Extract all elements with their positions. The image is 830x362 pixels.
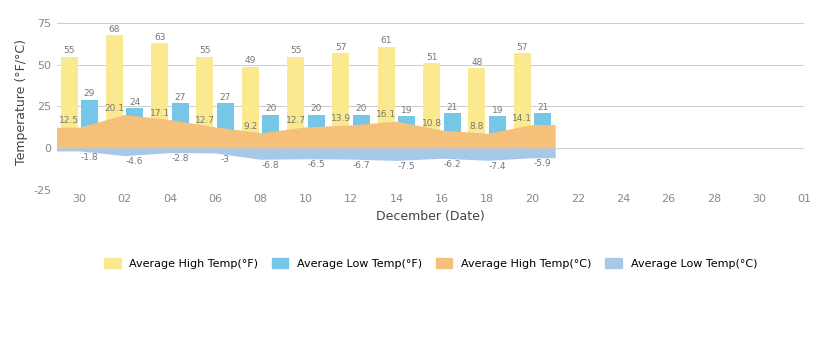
Text: 14.1: 14.1 bbox=[512, 114, 532, 122]
Bar bbox=[423, 63, 440, 148]
Text: 21: 21 bbox=[447, 103, 457, 112]
Text: 19: 19 bbox=[401, 106, 413, 115]
Bar bbox=[242, 67, 259, 148]
Text: 61: 61 bbox=[380, 36, 392, 45]
Text: -7.4: -7.4 bbox=[489, 162, 506, 171]
Text: 17.1: 17.1 bbox=[149, 109, 169, 118]
Text: 10.8: 10.8 bbox=[422, 119, 442, 128]
Text: 55: 55 bbox=[290, 46, 301, 55]
Text: 12.5: 12.5 bbox=[59, 116, 79, 125]
Bar bbox=[81, 100, 98, 148]
Bar bbox=[489, 116, 505, 148]
Text: 9.2: 9.2 bbox=[243, 122, 257, 131]
Text: -6.7: -6.7 bbox=[353, 161, 370, 170]
Text: 27: 27 bbox=[174, 93, 186, 102]
Text: -6.2: -6.2 bbox=[443, 160, 461, 169]
Text: 12.7: 12.7 bbox=[195, 116, 215, 125]
Text: -6.5: -6.5 bbox=[307, 160, 325, 169]
Text: 21: 21 bbox=[537, 103, 549, 112]
Y-axis label: Temperature (°F/°C): Temperature (°F/°C) bbox=[15, 39, 28, 165]
Bar bbox=[151, 43, 168, 148]
Text: 55: 55 bbox=[199, 46, 211, 55]
Text: 20: 20 bbox=[356, 104, 367, 113]
Bar bbox=[443, 113, 461, 148]
Text: 27: 27 bbox=[220, 93, 231, 102]
Legend: Average High Temp(°F), Average Low Temp(°F), Average High Temp(°C), Average Low : Average High Temp(°F), Average Low Temp(… bbox=[98, 253, 763, 275]
X-axis label: December (Date): December (Date) bbox=[376, 210, 485, 223]
Bar bbox=[106, 35, 123, 148]
Text: 20: 20 bbox=[265, 104, 276, 113]
Text: -5.9: -5.9 bbox=[534, 159, 551, 168]
Text: 8.8: 8.8 bbox=[470, 122, 484, 131]
Text: 57: 57 bbox=[335, 43, 347, 52]
Bar bbox=[353, 115, 370, 148]
Bar bbox=[308, 115, 325, 148]
Text: -1.8: -1.8 bbox=[81, 153, 98, 161]
Text: 51: 51 bbox=[426, 53, 437, 62]
Bar bbox=[333, 53, 349, 148]
Text: 16.1: 16.1 bbox=[376, 110, 397, 119]
Text: -6.8: -6.8 bbox=[262, 161, 280, 170]
Bar bbox=[468, 68, 486, 148]
Text: 12.7: 12.7 bbox=[286, 116, 305, 125]
Bar bbox=[378, 47, 395, 148]
Bar bbox=[217, 103, 234, 148]
Bar bbox=[514, 53, 531, 148]
Text: 20: 20 bbox=[310, 104, 322, 113]
Text: 55: 55 bbox=[63, 46, 75, 55]
Bar bbox=[197, 56, 213, 148]
Text: 49: 49 bbox=[245, 56, 256, 65]
Text: -3: -3 bbox=[221, 155, 230, 164]
Text: 63: 63 bbox=[154, 33, 165, 42]
Text: 57: 57 bbox=[516, 43, 528, 52]
Bar bbox=[172, 103, 188, 148]
Bar bbox=[61, 56, 77, 148]
Text: 19: 19 bbox=[491, 106, 503, 115]
Bar bbox=[398, 116, 415, 148]
Bar bbox=[287, 56, 304, 148]
Text: -7.5: -7.5 bbox=[398, 162, 416, 171]
Bar bbox=[262, 115, 279, 148]
Text: -2.8: -2.8 bbox=[171, 154, 188, 163]
Text: 24: 24 bbox=[129, 98, 140, 107]
Text: 29: 29 bbox=[84, 89, 95, 98]
Text: 48: 48 bbox=[471, 58, 483, 67]
Bar bbox=[126, 108, 144, 148]
Text: 20.1: 20.1 bbox=[105, 104, 124, 113]
Text: -4.6: -4.6 bbox=[126, 157, 144, 166]
Text: 68: 68 bbox=[109, 25, 120, 34]
Text: 13.9: 13.9 bbox=[331, 114, 351, 123]
Bar bbox=[535, 113, 551, 148]
